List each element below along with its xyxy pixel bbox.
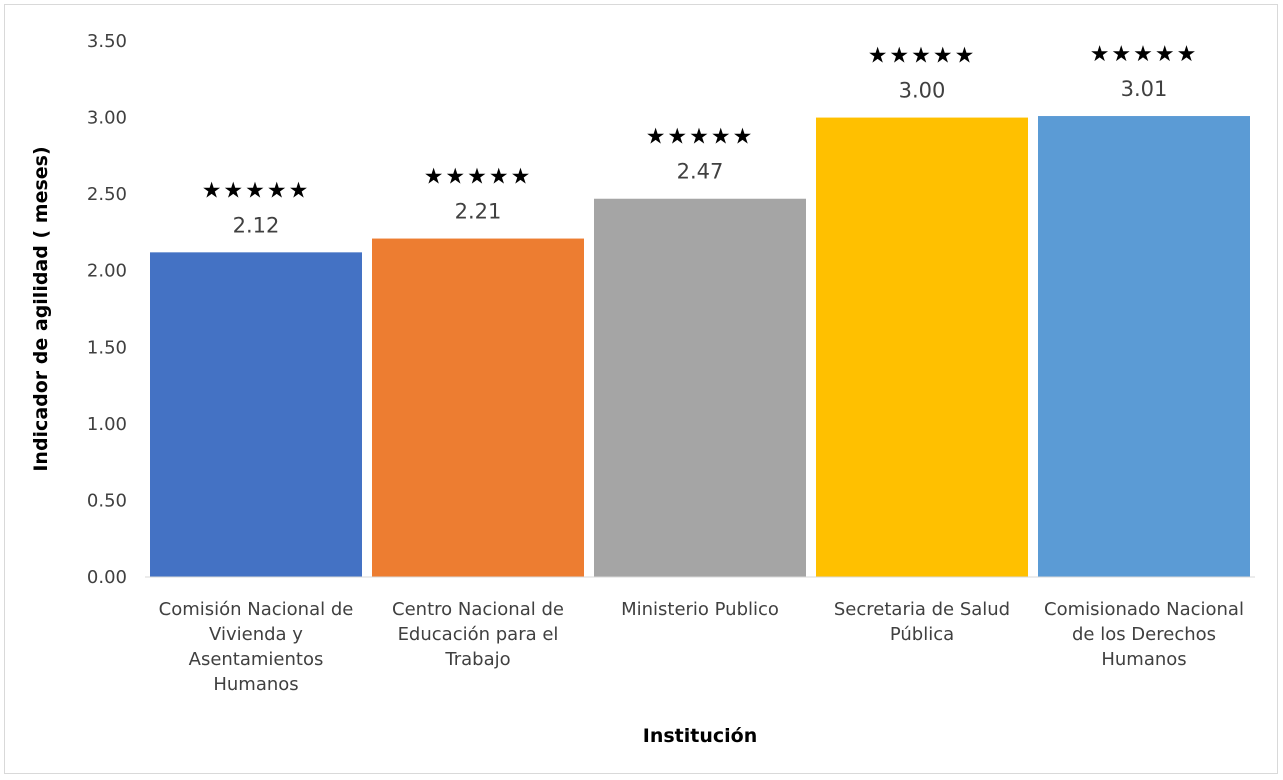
data-labels: 2.12 2.21 2.47 3.00 3.01	[233, 77, 1168, 237]
star-rating-annotation: ★★★★★	[868, 44, 977, 69]
y-tick-label: 1.50	[87, 337, 127, 358]
star-rating-annotation: ★★★★★	[1090, 42, 1199, 67]
category-label: Humanos	[1101, 649, 1186, 670]
bar	[372, 238, 584, 577]
category-label: de los Derechos	[1072, 624, 1216, 645]
x-axis-title: Institución	[643, 725, 757, 747]
y-axis-title: Indicador de agilidad ( meses)	[30, 146, 52, 471]
data-label: 2.21	[455, 200, 502, 224]
category-label: Secretaria de Salud	[834, 599, 1010, 620]
category-label: Educación para el	[398, 624, 559, 645]
category-label: Asentamientos	[189, 649, 324, 670]
y-tick-label: 3.50	[87, 31, 127, 52]
category-label: Comisionado Nacional	[1044, 599, 1244, 620]
chart-frame: 0.00 0.50 1.00 1.50 2.00 2.50 3.00 3.50 ★★★★★ ★★…	[4, 4, 1278, 774]
star-rating-annotation: ★★★★★	[424, 165, 533, 190]
data-label: 3.00	[899, 79, 946, 103]
category-label: Centro Nacional de	[392, 599, 564, 620]
y-tick-label: 1.00	[87, 414, 127, 435]
bars	[150, 116, 1250, 578]
y-axis-ticks: 0.00 0.50 1.00 1.50 2.00 2.50 3.00 3.50	[87, 31, 127, 588]
category-label: Trabajo	[444, 649, 510, 670]
data-label: 2.12	[233, 213, 280, 237]
bar	[816, 117, 1028, 578]
y-tick-label: 0.50	[87, 490, 127, 511]
data-label: 3.01	[1121, 77, 1168, 101]
category-label: Comisión Nacional de	[159, 599, 354, 620]
category-label: Pública	[890, 624, 954, 645]
bar	[1038, 116, 1250, 577]
y-tick-label: 2.00	[87, 261, 127, 282]
y-tick-label: 0.00	[87, 567, 127, 588]
category-label: Ministerio Publico	[621, 599, 779, 620]
y-tick-label: 2.50	[87, 184, 127, 205]
bar-annotations: ★★★★★ ★★★★★ ★★★★★ ★★★★★ ★★★★★	[202, 42, 1199, 203]
y-tick-label: 3.00	[87, 108, 127, 129]
star-rating-annotation: ★★★★★	[202, 178, 311, 203]
data-label: 2.47	[677, 160, 724, 184]
bar	[594, 198, 806, 578]
category-labels: Comisión Nacional de Vivienda y Asentamien…	[159, 599, 1244, 695]
bar	[150, 252, 362, 577]
bar-chart: 0.000.501.001.502.002.503.003.50 ★★★★★★★…	[30, 31, 1255, 747]
category-label: Vivienda y	[209, 624, 303, 645]
category-label: Humanos	[213, 674, 298, 695]
star-rating-annotation: ★★★★★	[646, 125, 755, 150]
